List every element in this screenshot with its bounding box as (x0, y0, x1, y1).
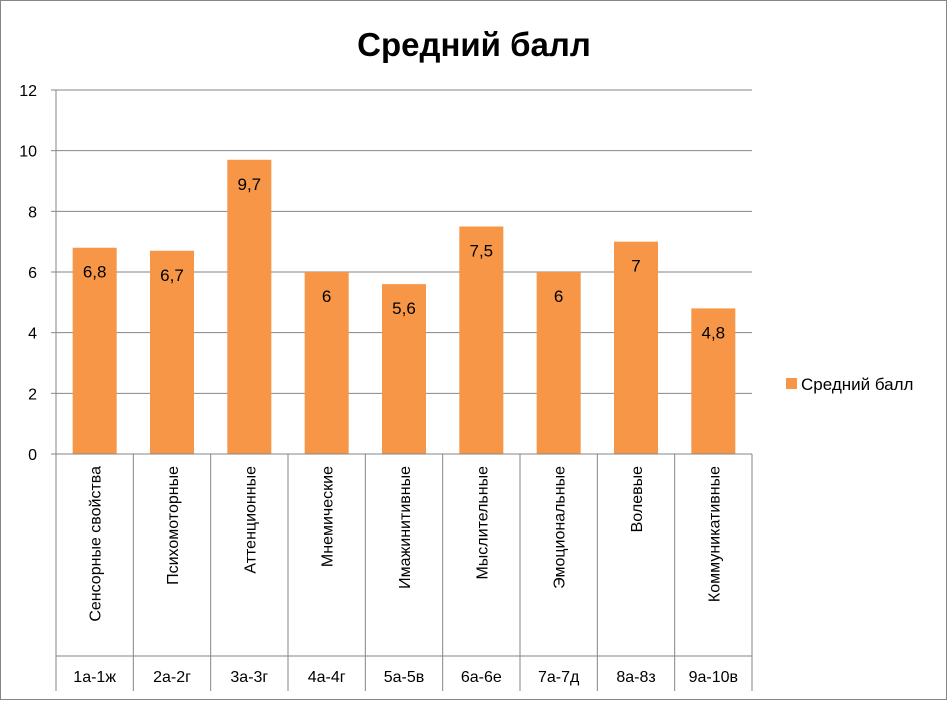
y-tick-label: 0 (28, 447, 37, 464)
data-labels: 6,8 6,7 9,7 6 5,6 7,5 6 7 4,8 (83, 175, 725, 343)
y-tick-label: 4 (28, 326, 37, 343)
x-code-label: 8а-8з (616, 669, 655, 686)
x-category-label: Аттенционные (242, 466, 259, 574)
x-code-label: 5а-5в (384, 669, 425, 686)
data-label: 6 (322, 287, 331, 306)
x-code-label: 9а-10в (689, 669, 738, 686)
y-tick-label: 2 (28, 386, 37, 403)
legend-label: Средний балл (801, 375, 913, 394)
y-tick-label: 12 (19, 83, 37, 100)
y-tick-label: 6 (28, 265, 37, 282)
x-code-label: 4а-4г (308, 669, 346, 686)
x-category-label: Имажинитивные (397, 466, 414, 589)
bar (459, 226, 504, 454)
bar (72, 247, 117, 454)
data-label: 4,8 (702, 323, 726, 342)
bar (536, 272, 581, 454)
bar (614, 241, 658, 454)
bar (227, 159, 272, 454)
x-code-label: 7а-7д (538, 669, 580, 686)
legend: Средний балл (786, 375, 913, 394)
bar (382, 284, 426, 454)
legend-swatch (786, 378, 797, 389)
bar (150, 250, 194, 454)
data-label: 6 (554, 287, 563, 306)
x-axis-table: Сенсорные свойства 1а-1ж Психомоторные 2а-2… (55, 453, 753, 691)
data-label: 6,7 (160, 266, 184, 285)
data-label: 9,7 (238, 175, 262, 194)
x-code-label: 6а-6е (461, 669, 502, 686)
x-category-label: Мнемические (320, 466, 337, 567)
y-axis: 0 2 4 6 8 10 12 (19, 83, 57, 464)
x-category-label: Мыслительные (474, 466, 491, 580)
y-tick-label: 8 (28, 204, 37, 221)
data-label: 7 (631, 257, 640, 276)
data-label: 7,5 (470, 242, 494, 261)
y-tick-label: 10 (19, 144, 37, 161)
data-label: 6,8 (83, 263, 107, 282)
chart-title: Средний балл (357, 26, 591, 63)
data-label: 5,6 (392, 299, 416, 318)
x-code-label: 3а-3г (230, 669, 268, 686)
x-category-label: Волевые (629, 466, 646, 532)
x-code-label: 1а-1ж (73, 669, 116, 686)
x-category-label: Коммуникативные (706, 466, 723, 602)
x-category-label: Психомоторные (165, 466, 182, 585)
bars (72, 159, 736, 454)
x-code-label: 2а-2г (153, 669, 191, 686)
x-category-label: Эмоциональные (552, 466, 569, 589)
bar (691, 308, 736, 454)
bar (304, 272, 349, 454)
x-category-label: Сенсорные свойства (88, 466, 105, 622)
